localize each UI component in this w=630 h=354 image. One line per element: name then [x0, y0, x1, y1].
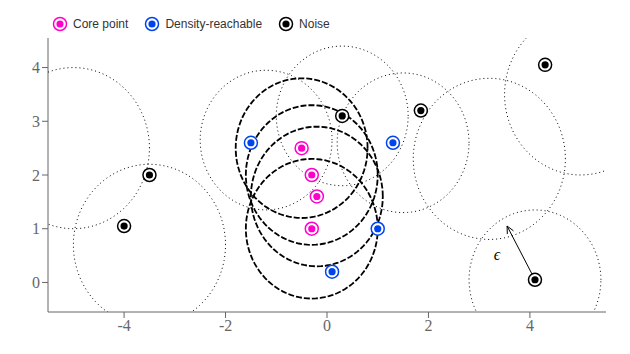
html-text:Density-reachable: Density-reachable	[165, 17, 263, 31]
svg-text:3: 3	[32, 113, 40, 130]
svg-text:2: 2	[32, 167, 40, 184]
svg-text:-2: -2	[219, 317, 232, 334]
svg-text:4: 4	[32, 59, 40, 76]
svg-text:0: 0	[323, 317, 331, 334]
html-text:Core point: Core point	[73, 17, 129, 31]
svg-text:2: 2	[424, 317, 432, 334]
svg-text:1: 1	[32, 220, 40, 237]
svg-text:ϵ: ϵ	[494, 246, 501, 263]
svg-text:0: 0	[32, 274, 40, 291]
svg-text:-4: -4	[117, 317, 130, 334]
html-text:Noise: Noise	[299, 17, 330, 31]
svg-text:4: 4	[526, 317, 534, 334]
